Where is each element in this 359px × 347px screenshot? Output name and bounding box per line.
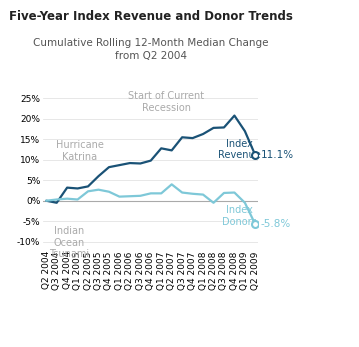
Text: Index
Donors: Index Donors [222, 205, 257, 227]
Text: Cumulative Rolling 12-Month Median Change
from Q2 2004: Cumulative Rolling 12-Month Median Chang… [33, 38, 269, 61]
Text: Start of Current
Recession: Start of Current Recession [129, 91, 205, 113]
Text: Indian
Ocean
Tsunami: Indian Ocean Tsunami [49, 226, 89, 259]
Text: Hurricane
Katrina: Hurricane Katrina [56, 140, 104, 162]
Text: -5.8%: -5.8% [261, 219, 291, 229]
Text: Index
Revenue: Index Revenue [218, 139, 261, 160]
Text: Five-Year Index Revenue and Donor Trends: Five-Year Index Revenue and Donor Trends [9, 10, 293, 23]
Text: 11.1%: 11.1% [261, 150, 294, 160]
